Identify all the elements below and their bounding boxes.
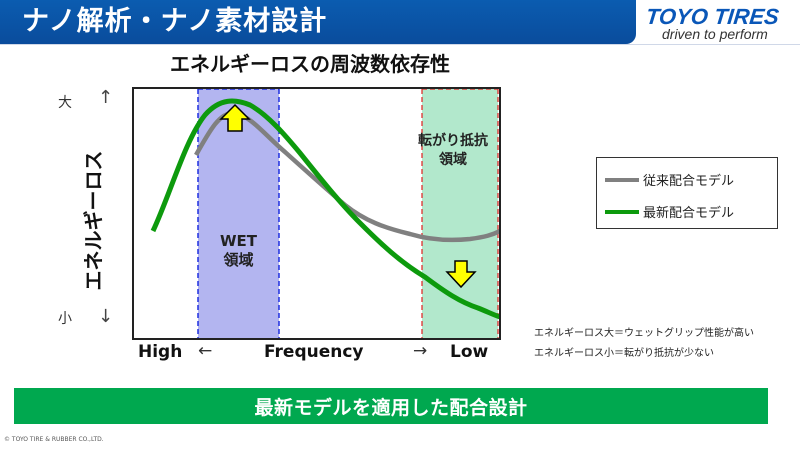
arrow-down-icon: ↓	[98, 306, 114, 327]
rolling-region-label-line2: 領域	[439, 152, 467, 168]
legend-label: 最新配合モデル	[643, 206, 735, 221]
wet-region-label: WET 領域	[198, 232, 279, 270]
chart-frame	[132, 87, 501, 340]
rolling-resistance-region-band	[422, 89, 498, 338]
arrow-right-icon: →	[413, 341, 428, 361]
logo-tagline: driven to perform	[662, 26, 768, 42]
summary-banner: 最新モデルを適用した配合設計	[14, 388, 768, 424]
note-high-loss: エネルギーロス大＝ウェットグリップ性能が高い	[534, 328, 754, 339]
arrow-up-icon: ↑	[98, 87, 114, 108]
wet-region-label-line1: WET	[219, 232, 258, 250]
decrease-arrow-icon	[445, 260, 477, 289]
wet-region-label-line2: 領域	[223, 251, 254, 269]
page-title: ナノ解析・ナノ素材設計	[22, 6, 328, 37]
note-low-loss: エネルギーロス小＝転がり抵抗が少ない	[534, 348, 714, 359]
rolling-resistance-region-label: 転がり抵抗 領域	[398, 132, 508, 170]
chart-title: エネルギーロスの周波数依存性	[170, 52, 450, 76]
header-bar: ナノ解析・ナノ素材設計	[0, 0, 636, 44]
arrow-left-icon: ←	[198, 341, 213, 361]
copyright-notice: © TOYO TIRE & RUBBER CO.,LTD.	[4, 436, 104, 443]
legend-item-conventional: 従来配合モデル	[605, 170, 734, 189]
increase-arrow-icon	[219, 103, 251, 132]
brand-logo: TOYO TIRES driven to perform	[640, 4, 795, 44]
legend-label: 従来配合モデル	[643, 174, 735, 189]
y-axis-top-label: 大	[58, 95, 72, 111]
latest-model-line	[150, 98, 501, 320]
chart-legend: 従来配合モデル 最新配合モデル	[596, 157, 778, 229]
summary-banner-text: 最新モデルを適用した配合設計	[254, 396, 528, 419]
y-axis-bottom-label: 小	[58, 311, 72, 327]
x-axis-label: Frequency	[264, 342, 364, 362]
x-axis-low-label: Low	[450, 342, 489, 362]
legend-item-latest: 最新配合モデル	[605, 202, 734, 221]
legend-swatch-gray	[605, 177, 639, 182]
x-axis-high-label: High	[138, 342, 183, 362]
header-divider	[0, 44, 800, 45]
legend-swatch-green	[605, 209, 639, 214]
rolling-region-label-line1: 転がり抵抗	[418, 133, 488, 149]
